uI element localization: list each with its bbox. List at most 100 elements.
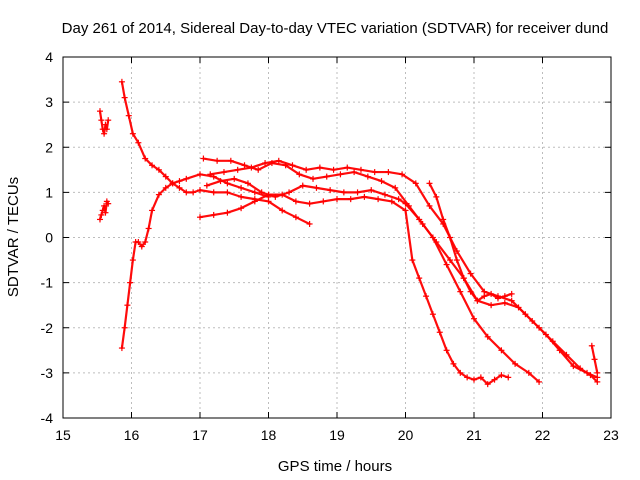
data-point <box>594 378 601 385</box>
data-point <box>105 117 112 124</box>
series-segment <box>291 164 308 171</box>
series-segment <box>438 331 448 352</box>
series-segment <box>428 204 445 226</box>
series-segment <box>233 177 250 185</box>
series-segment <box>370 189 387 196</box>
series-segment <box>185 173 202 180</box>
series-segment <box>226 207 243 214</box>
series-segment <box>527 371 541 383</box>
y-tick-label: -2 <box>41 320 54 336</box>
series-descending-track <box>118 78 313 227</box>
series-segment <box>380 179 397 189</box>
series-segment <box>407 204 424 226</box>
series-segment <box>411 258 421 280</box>
series-segment <box>157 186 167 196</box>
series-segment <box>298 173 315 180</box>
series-segment <box>435 240 452 262</box>
series-segment <box>479 376 489 386</box>
series-segment <box>144 157 154 167</box>
chart-title: Day 261 of 2014, Sidereal Day-to-day VTE… <box>62 20 609 37</box>
series-left-cluster-high <box>96 108 112 137</box>
data-point <box>508 290 515 297</box>
data-point <box>105 200 112 207</box>
series-segment <box>250 161 267 169</box>
series-segment <box>267 200 284 212</box>
series-segment <box>127 114 134 135</box>
series-segment <box>469 272 486 293</box>
series-segment <box>448 236 458 262</box>
series-segment <box>445 349 455 365</box>
series-segment <box>137 141 147 160</box>
x-tick-label: 21 <box>466 427 482 443</box>
series-segment <box>513 362 530 374</box>
series-segment <box>500 349 517 365</box>
x-tick-label: 16 <box>124 427 140 443</box>
series-segment <box>486 335 503 352</box>
data-layer <box>96 78 601 388</box>
series-segment <box>281 209 297 219</box>
series-segment <box>129 258 134 284</box>
series-segment <box>400 173 417 185</box>
series-segment <box>205 179 222 187</box>
y-axis-label: SDTVAR / TECUs <box>5 177 22 297</box>
y-tick-label: 0 <box>45 230 53 246</box>
series-segment <box>462 277 472 293</box>
series-segment <box>147 209 154 230</box>
y-tick-label: 2 <box>45 139 53 155</box>
y-tick-label: -4 <box>41 410 54 426</box>
series-track-a <box>197 191 512 388</box>
y-tick-label: -3 <box>41 365 54 381</box>
series-segment <box>226 191 243 198</box>
series-segment <box>157 168 167 178</box>
series-segment <box>353 170 369 178</box>
series-segment <box>435 195 445 221</box>
series-ascending-track <box>118 171 272 352</box>
y-tick-label: -1 <box>41 275 54 291</box>
x-tick-label: 15 <box>55 427 71 443</box>
y-tick-label: 1 <box>45 184 53 200</box>
x-tick-label: 19 <box>329 427 345 443</box>
series-segment <box>383 193 400 201</box>
series-segment <box>229 159 246 167</box>
series-segment <box>240 186 256 194</box>
x-tick-label: 18 <box>261 427 277 443</box>
series-segment <box>490 292 500 300</box>
x-tick-label: 17 <box>192 427 208 443</box>
series-segment <box>404 209 414 262</box>
series-segment <box>472 317 489 338</box>
series-segment <box>421 222 438 244</box>
series-segment <box>459 371 469 379</box>
data-point <box>594 369 601 376</box>
series-segment <box>397 198 407 205</box>
data-point <box>306 220 313 227</box>
y-tick-label: 4 <box>45 49 53 65</box>
series-segment <box>455 249 472 275</box>
series-segment <box>455 258 465 280</box>
series-segment <box>589 374 599 383</box>
series-segment <box>120 326 126 350</box>
series-segment <box>226 182 243 189</box>
series-segment <box>253 193 270 203</box>
series-segment <box>459 290 476 320</box>
series-segment <box>123 304 129 329</box>
series-segment <box>551 340 568 356</box>
x-tick-label: 20 <box>398 427 414 443</box>
data-point <box>536 378 543 385</box>
x-tick-label: 22 <box>535 427 551 443</box>
series-left-cluster-low <box>96 198 112 223</box>
series-segment <box>565 353 582 370</box>
series-segment <box>123 96 130 117</box>
data-point <box>505 374 512 381</box>
series-segment <box>131 132 140 144</box>
series-segment <box>281 193 297 203</box>
y-tick-label: 3 <box>45 94 53 110</box>
series-segment <box>424 295 434 316</box>
series-segment <box>164 182 174 189</box>
series-segment <box>418 277 428 298</box>
x-axis-label: GPS time / hours <box>278 458 392 475</box>
series-segment <box>537 326 554 343</box>
series-segment <box>150 164 160 171</box>
series-segment <box>524 313 541 329</box>
